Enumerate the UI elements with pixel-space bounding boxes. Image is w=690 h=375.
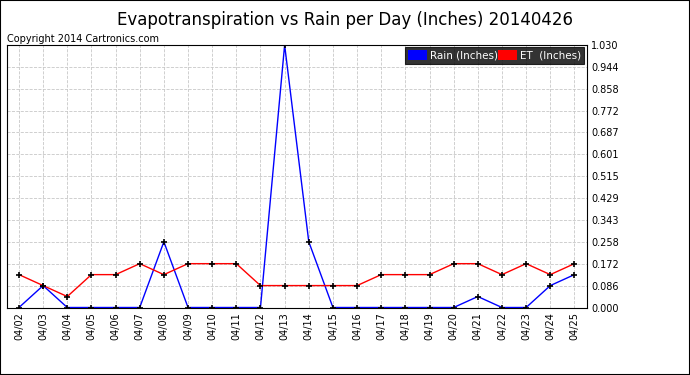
Legend: Rain (Inches), ET  (Inches): Rain (Inches), ET (Inches) — [405, 47, 584, 63]
Text: Evapotranspiration vs Rain per Day (Inches) 20140426: Evapotranspiration vs Rain per Day (Inch… — [117, 11, 573, 29]
Text: Copyright 2014 Cartronics.com: Copyright 2014 Cartronics.com — [7, 34, 159, 44]
